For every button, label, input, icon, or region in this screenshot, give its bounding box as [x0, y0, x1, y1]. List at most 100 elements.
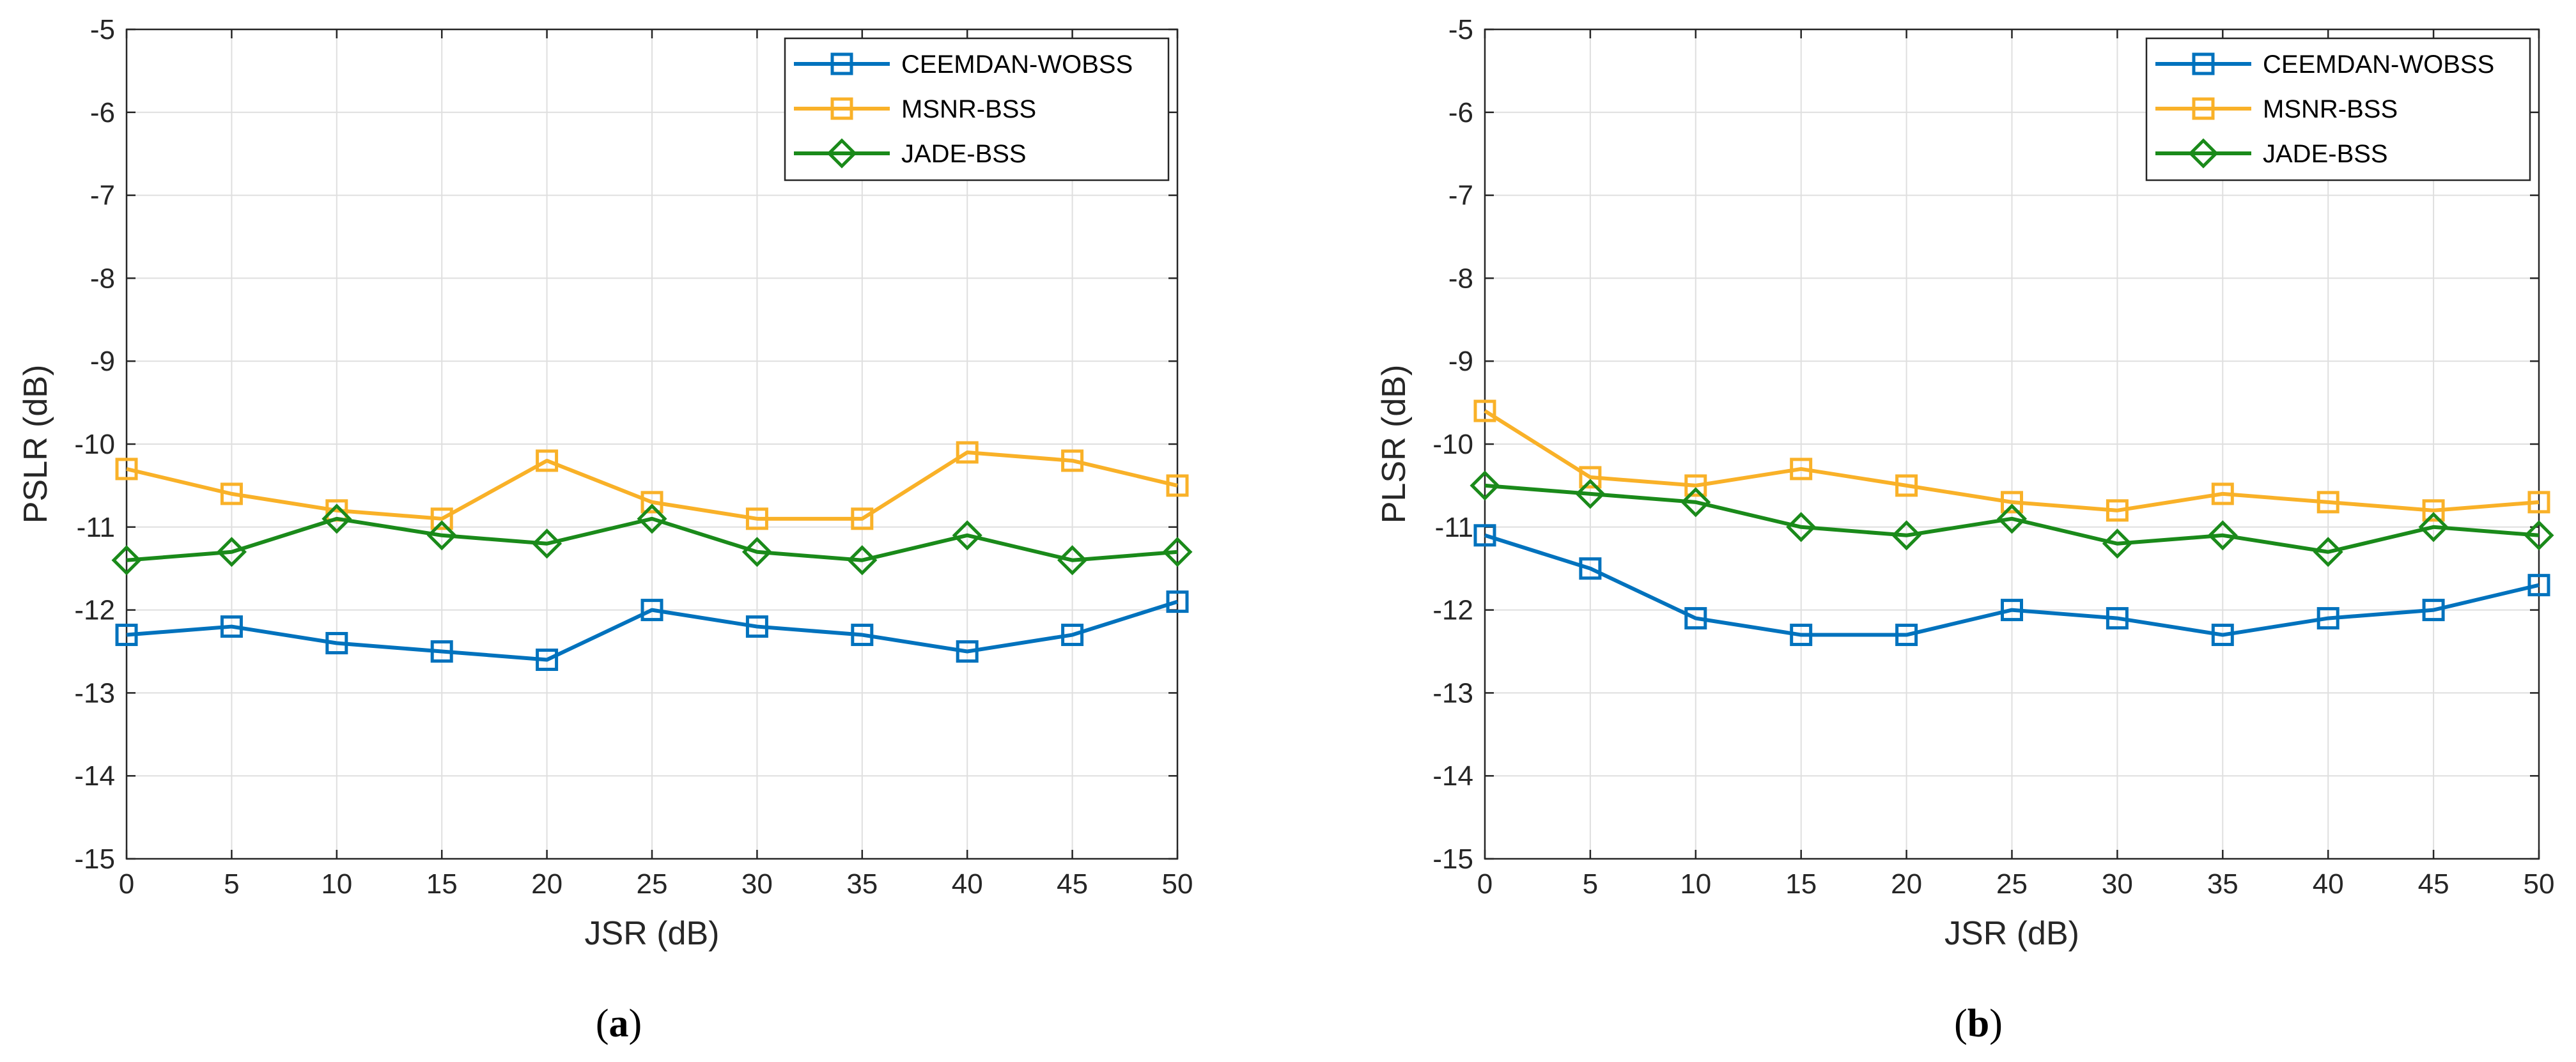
data-point-jade-bss [637, 504, 667, 534]
data-point-ceemdan-wobss [2106, 607, 2129, 630]
data-point-jade-bss [1057, 545, 1088, 576]
data-point-msnr-bss [536, 449, 559, 472]
data-point-ceemdan-wobss [2422, 599, 2445, 622]
y-tick-label: -5 [1448, 14, 1473, 45]
legend-marker-ceemdan-wobss [2192, 52, 2215, 75]
y-tick-label: -11 [77, 512, 115, 543]
x-axis-label: JSR (dB) [1944, 915, 2079, 952]
x-tick-label: 50 [1162, 868, 1193, 900]
series-line-ceemdan-wobss [1484, 533, 2540, 637]
data-point-msnr-bss [2211, 482, 2234, 505]
data-point-msnr-bss [2422, 499, 2445, 522]
y-tick-label: -11 [1435, 512, 1473, 543]
data-point-jade-bss [2207, 520, 2238, 551]
y-tick-label: -7 [90, 180, 115, 212]
data-point-jade-bss [1162, 537, 1193, 567]
x-tick-label: 35 [2207, 868, 2238, 900]
data-point-msnr-bss [1473, 399, 1496, 422]
data-point-jade-bss [2102, 528, 2132, 559]
x-tick-label: 30 [2102, 868, 2133, 900]
y-tick-label: -9 [90, 346, 115, 377]
figure-caption: (a) [596, 1002, 642, 1045]
data-point-jade-bss [1680, 487, 1711, 518]
x-tick-label: 20 [531, 868, 563, 900]
y-tick-label: -14 [74, 760, 115, 792]
data-point-ceemdan-wobss [851, 624, 874, 647]
data-point-ceemdan-wobss [2527, 574, 2550, 597]
data-point-jade-bss [741, 537, 772, 567]
y-tick-label: -13 [1432, 677, 1473, 709]
y-tick-label: -9 [1448, 346, 1473, 377]
x-axis-label: JSR (dB) [585, 915, 720, 952]
x-tick-label: 15 [426, 868, 458, 900]
data-point-msnr-bss [2106, 499, 2129, 522]
data-point-ceemdan-wobss [745, 615, 768, 638]
data-point-msnr-bss [640, 491, 663, 514]
x-tick-label: 10 [321, 868, 352, 900]
legend: CEEMDAN-WOBSS MSNR-BSS JADE-BSS [784, 37, 1170, 181]
data-point-ceemdan-wobss [1473, 524, 1496, 547]
data-point-ceemdan-wobss [1061, 624, 1084, 647]
data-point-jade-bss [1891, 520, 1922, 551]
series-line-ceemdan-wobss [126, 599, 1178, 662]
legend-label-msnr-bss: MSNR-BSS [2263, 95, 2398, 123]
data-point-msnr-bss [1895, 474, 1918, 497]
series-line-msnr-bss [1484, 409, 2540, 512]
data-point-jade-bss [2313, 537, 2343, 567]
data-point-msnr-bss [2316, 491, 2339, 514]
data-point-msnr-bss [2527, 491, 2550, 514]
data-point-jade-bss [2418, 512, 2449, 543]
x-tick-label: 15 [1785, 868, 1817, 900]
data-point-jade-bss [1575, 479, 1606, 509]
legend-marker-ceemdan-wobss [830, 52, 853, 75]
legend-marker-msnr-bss [830, 97, 853, 120]
legend-marker-msnr-bss [2192, 97, 2215, 120]
series-line-msnr-bss [126, 450, 1178, 521]
series-jade-bss [111, 504, 1193, 576]
data-point-ceemdan-wobss [325, 632, 348, 655]
data-point-msnr-bss [115, 458, 138, 481]
legend-label-jade-bss: JADE-BSS [901, 140, 1027, 168]
data-point-ceemdan-wobss [1579, 557, 1602, 580]
x-tick-label: 35 [846, 868, 878, 900]
legend-marker-jade-bss [826, 138, 857, 169]
y-tick-label: -8 [1448, 263, 1473, 294]
data-point-msnr-bss [851, 507, 874, 530]
data-point-msnr-bss [2001, 491, 2023, 514]
caption-letter: b [1967, 1002, 1989, 1045]
data-point-jade-bss [847, 545, 878, 576]
data-point-msnr-bss [745, 507, 768, 530]
data-point-ceemdan-wobss [956, 640, 979, 663]
data-point-jade-bss [532, 528, 563, 559]
data-point-jade-bss [111, 545, 142, 576]
y-tick-label: -10 [74, 429, 115, 460]
caption-letter: a [609, 1002, 629, 1045]
data-point-ceemdan-wobss [1895, 624, 1918, 647]
data-point-ceemdan-wobss [220, 615, 243, 638]
y-axis-label: PSLR (dB) [17, 365, 54, 524]
data-point-msnr-bss [956, 441, 979, 464]
x-tick-label: 25 [1996, 868, 2028, 900]
y-tick-label: -13 [74, 677, 115, 709]
x-tick-label: 40 [952, 868, 983, 900]
x-tick-label: 5 [224, 868, 239, 900]
data-point-ceemdan-wobss [1790, 624, 1813, 647]
data-point-jade-bss [322, 504, 352, 534]
y-tick-label: -6 [1448, 97, 1473, 128]
data-point-ceemdan-wobss [2211, 624, 2234, 647]
data-point-ceemdan-wobss [1166, 590, 1189, 613]
data-point-msnr-bss [1790, 458, 1813, 481]
y-tick-label: -15 [74, 843, 115, 875]
legend-label-msnr-bss: MSNR-BSS [901, 95, 1036, 123]
x-tick-label: 0 [1477, 868, 1493, 900]
y-tick-label: -8 [90, 263, 115, 294]
data-point-ceemdan-wobss [115, 624, 138, 647]
figure-caption: (b) [1954, 1002, 2003, 1045]
data-point-msnr-bss [1166, 474, 1189, 497]
legend-label-jade-bss: JADE-BSS [2263, 140, 2388, 168]
data-point-ceemdan-wobss [640, 599, 663, 622]
x-tick-label: 5 [1583, 868, 1598, 900]
series-ceemdan-wobss [1473, 524, 2550, 647]
x-tick-label: 45 [2418, 868, 2449, 900]
series-ceemdan-wobss [115, 590, 1189, 671]
